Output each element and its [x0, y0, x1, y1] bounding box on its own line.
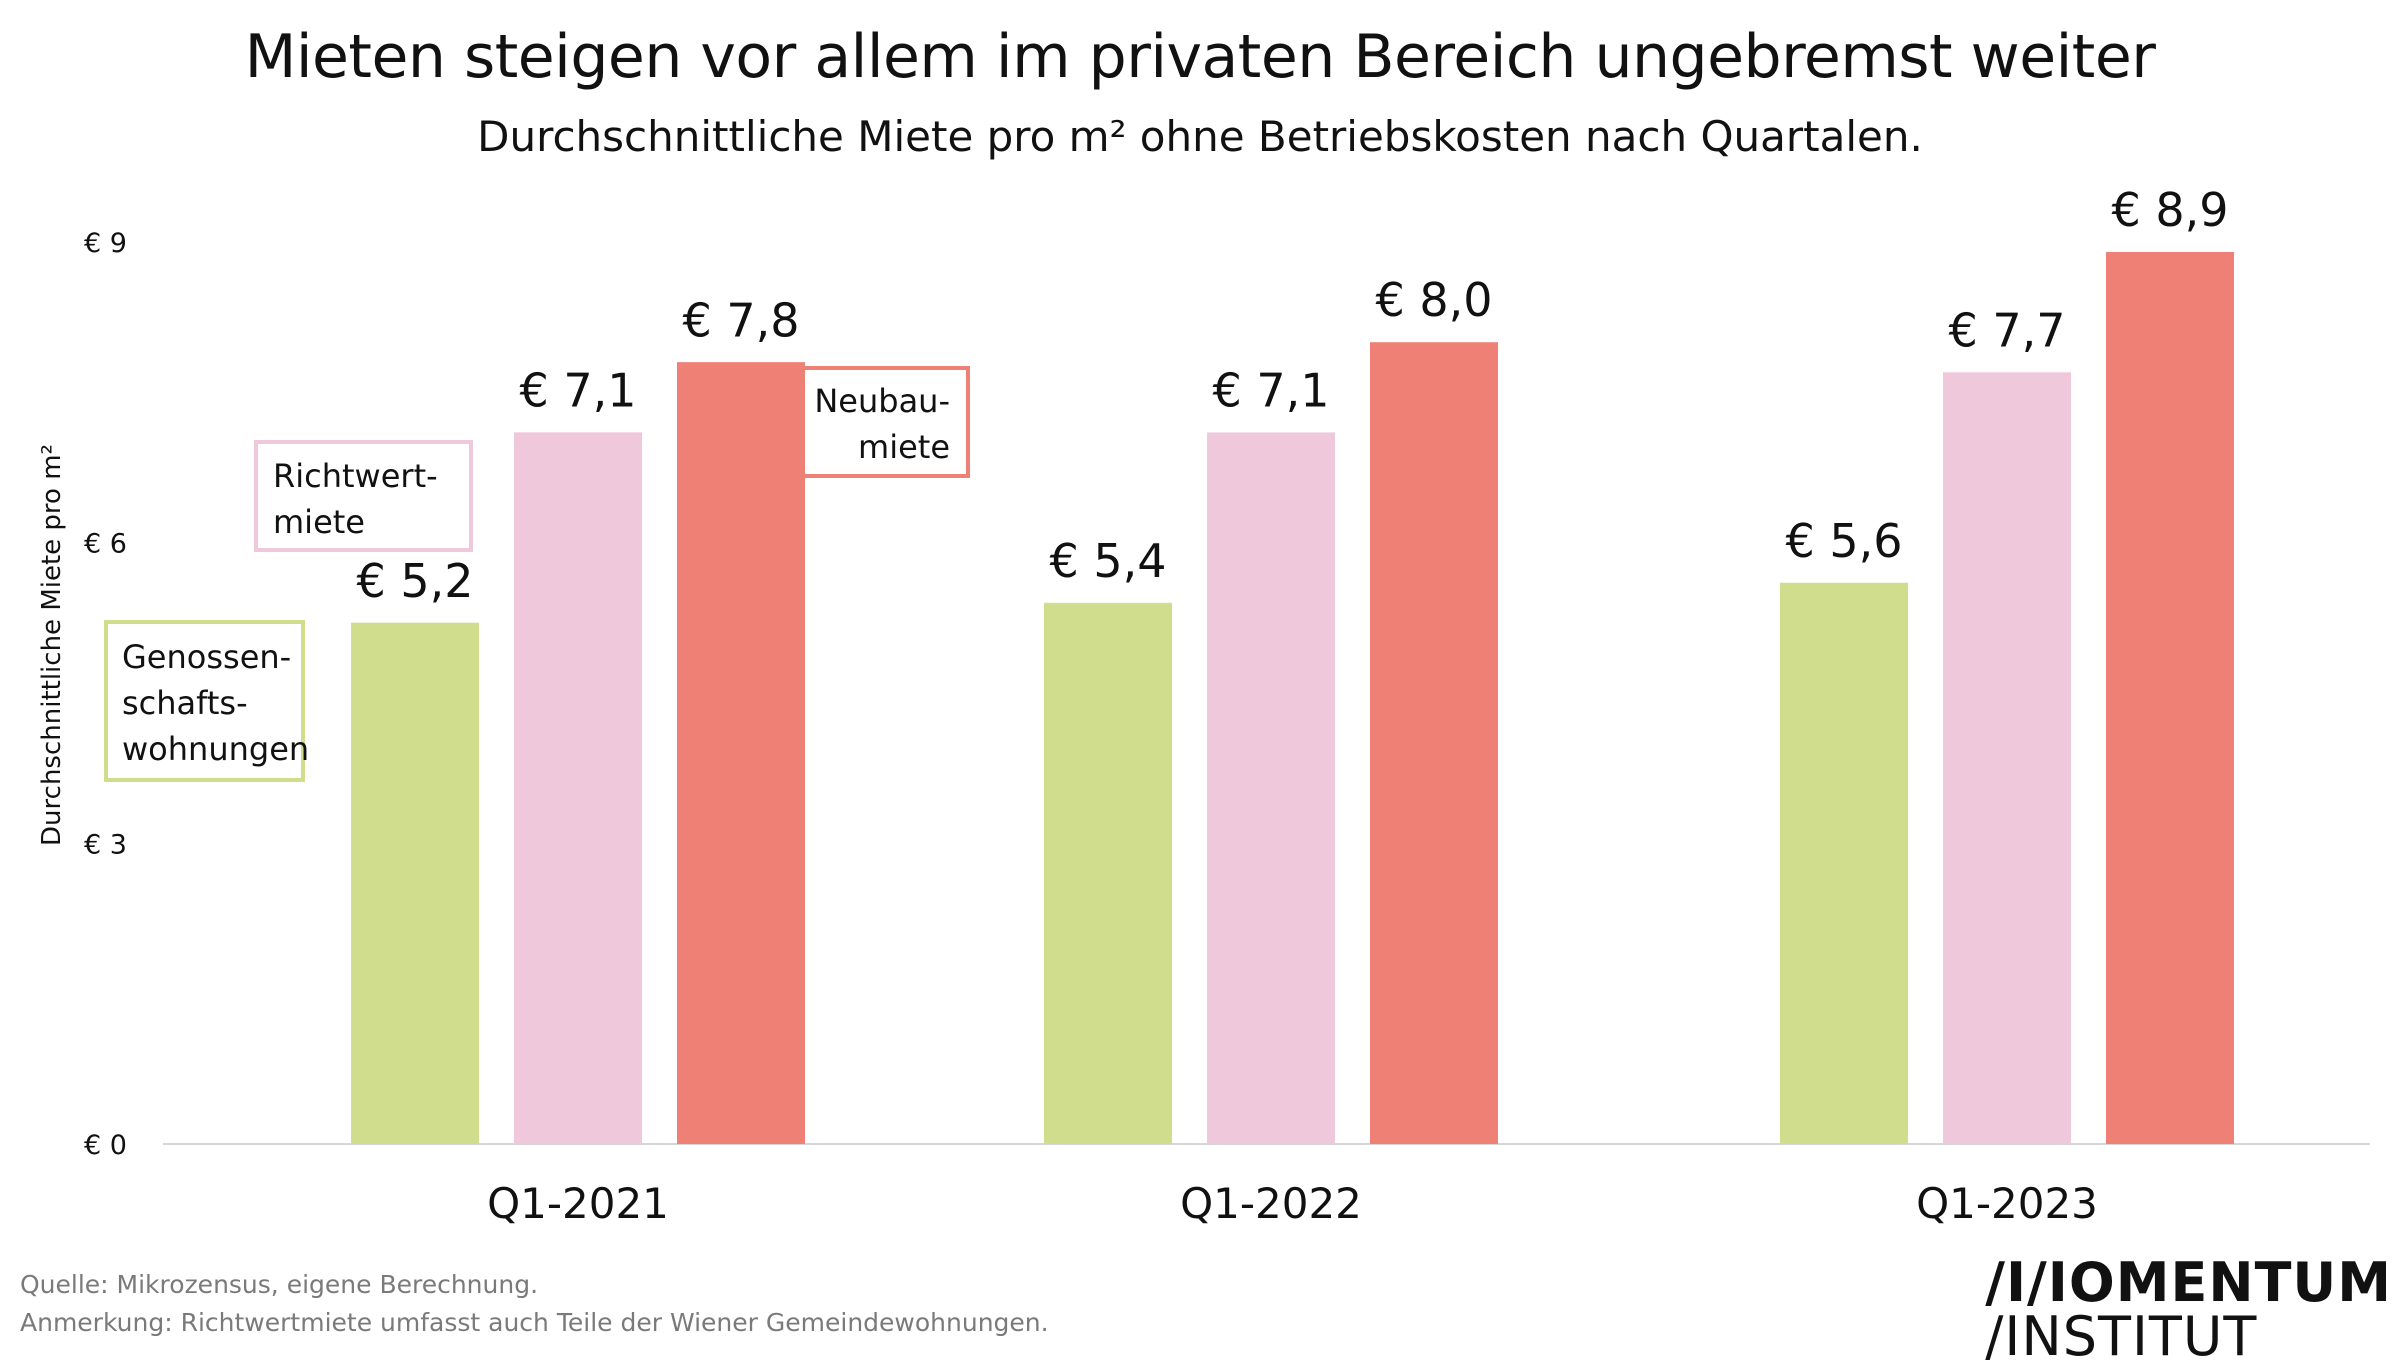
bar-value-label: € 8,0 [1375, 273, 1492, 327]
bar-overlay [514, 432, 642, 1144]
chart-title: Mieten steigen vor allem im privaten Ber… [244, 22, 2156, 92]
bar-value-label: € 5,2 [356, 554, 473, 608]
legend-label-text: Neubau- [814, 382, 950, 420]
bar-value-label: € 8,9 [2111, 183, 2228, 237]
bar-overlay [677, 362, 805, 1144]
y-axis-label: Durchschnittliche Miete pro m² [37, 444, 67, 846]
x-category-label: Q1-2023 [1916, 1179, 2098, 1228]
legend-label-text: Richtwert- [273, 457, 438, 495]
bar-value-label: € 7,1 [1212, 363, 1329, 417]
logo-line-2: /INSTITUT [1985, 1305, 2258, 1368]
bar [1370, 342, 1498, 1144]
legend-label-text: schafts- [122, 684, 248, 722]
x-category-label: Q1-2021 [487, 1179, 669, 1228]
logo-line-1: /I/IOMENTUM [1985, 1251, 2392, 1314]
bar-value-label: € 5,4 [1049, 534, 1166, 588]
y-tick-label: € 3 [84, 829, 127, 860]
bar [2106, 252, 2234, 1144]
y-tick-label: € 9 [84, 228, 127, 259]
bar [1780, 582, 1908, 1144]
bar-value-label: € 7,8 [682, 293, 799, 347]
legend-label-box [254, 440, 473, 552]
legend-label-box [104, 620, 305, 782]
y-tick-label: € 6 [84, 529, 127, 560]
annotation-note: Anmerkung: Richtwertmiete umfasst auch T… [20, 1308, 1049, 1337]
x-category-label: Q1-2022 [1180, 1179, 1362, 1228]
chart-subtitle: Durchschnittliche Miete pro m² ohne Betr… [477, 112, 1923, 161]
legend-label-text: Genossen- [122, 638, 291, 676]
bar-value-label: € 7,1 [519, 363, 636, 417]
bar [1044, 602, 1172, 1144]
bar-value-label: € 7,7 [1948, 303, 2065, 357]
source-note: Quelle: Mikrozensus, eigene Berechnung. [20, 1270, 539, 1299]
legend-label-text: wohnungen [122, 730, 309, 768]
bar [1943, 372, 2071, 1144]
y-tick-label: € 0 [84, 1130, 127, 1161]
legend-label-text: miete [273, 503, 365, 541]
bar-overlay [351, 622, 479, 1144]
momentum-institut-logo: /I/IOMENTUM /INSTITUT [1985, 1256, 2392, 1364]
bar [1207, 432, 1335, 1144]
bar-value-label: € 5,6 [1785, 514, 1902, 568]
legend-label-text: miete [858, 428, 950, 466]
